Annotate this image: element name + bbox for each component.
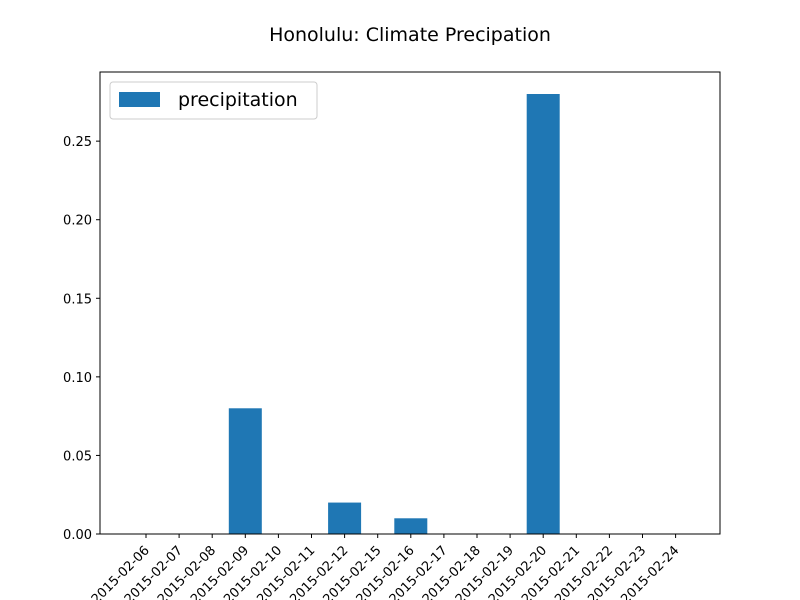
y-tick-label: 0.20 (63, 214, 92, 229)
bar-2015-02-09 (228, 408, 262, 534)
legend-box (109, 81, 318, 120)
y-tick-label: 0.00 (63, 528, 92, 543)
bar-2015-02-20 (526, 94, 560, 534)
legend-swatch (119, 92, 160, 107)
y-tick-label: 0.25 (63, 135, 92, 150)
y-axis: 0.00 0.05 0.10 0.15 0.20 0.25 (63, 135, 100, 543)
bar-2015-02-16 (394, 518, 428, 534)
y-tick-label: 0.05 (63, 449, 92, 464)
bars-group (228, 94, 560, 534)
chart-title: Honolulu: Climate Precipation (269, 24, 551, 46)
bar-2015-02-12 (328, 502, 362, 534)
legend-label: precipitation (178, 89, 298, 111)
legend: precipitation (109, 81, 318, 120)
y-tick-label: 0.10 (63, 371, 92, 386)
plot-frame (99, 71, 721, 535)
y-tick-label: 0.15 (63, 292, 92, 307)
